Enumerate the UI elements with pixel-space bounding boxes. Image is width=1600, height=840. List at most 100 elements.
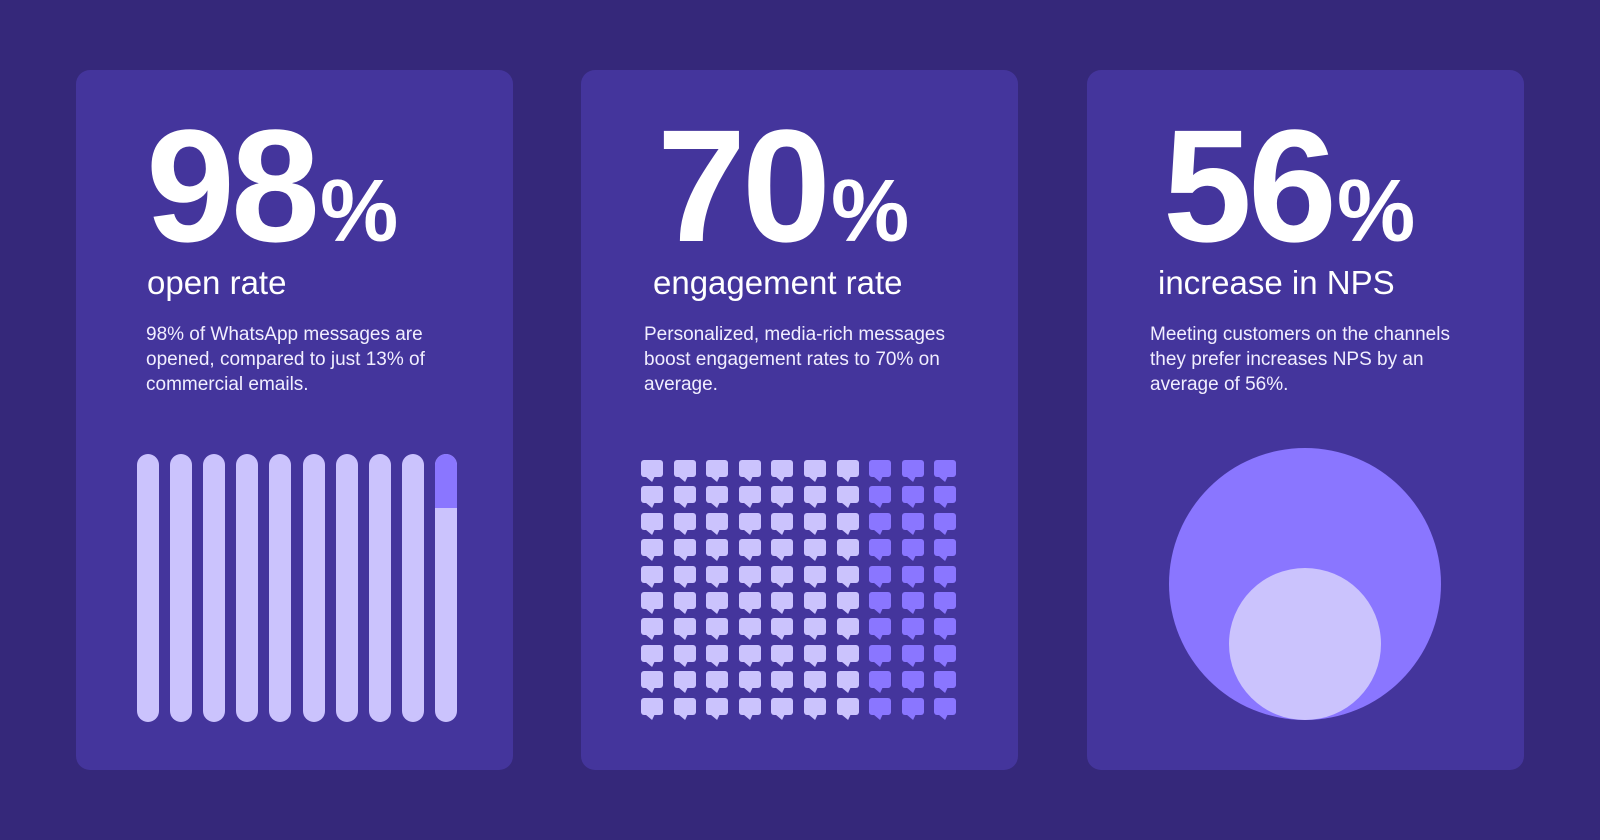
chat-bubble-icon xyxy=(901,539,924,557)
chat-bubble-icon xyxy=(673,697,696,715)
chat-bubble-icon xyxy=(836,592,859,609)
chat-bubble-icon xyxy=(738,644,761,662)
chat-bubble-icon xyxy=(771,644,794,662)
chat-bubble-icon xyxy=(804,512,826,530)
chat-bubble-icon xyxy=(934,644,957,662)
open-rate-bar-strips xyxy=(137,454,457,722)
stat-percent-sign: % xyxy=(319,161,399,260)
chat-bubble-icon xyxy=(869,618,892,636)
chat-bubble-icon xyxy=(901,671,924,689)
chat-bubble-icon xyxy=(836,644,859,662)
chat-bubble-icon xyxy=(901,592,924,609)
chat-bubble-icon xyxy=(901,512,924,530)
bar-strip xyxy=(269,454,292,722)
chat-bubble-icon xyxy=(641,460,663,477)
chat-bubble-icon xyxy=(738,539,761,557)
chat-bubble-icon xyxy=(706,592,729,609)
chat-bubble-icon xyxy=(706,539,729,557)
chat-bubble-icon xyxy=(641,565,663,583)
chat-bubble-icon xyxy=(771,565,794,583)
chat-bubble-icon xyxy=(836,697,859,715)
chat-bubble-icon xyxy=(869,671,892,689)
chat-bubble-icon xyxy=(869,592,892,609)
chat-bubble-icon xyxy=(869,565,892,583)
chat-bubble-icon xyxy=(706,618,729,636)
bar-strip xyxy=(236,454,259,722)
chat-bubble-icon xyxy=(738,592,761,609)
chat-bubble-icon xyxy=(706,460,729,477)
chat-bubble-icon xyxy=(901,697,924,715)
chat-bubble-icon xyxy=(706,486,729,504)
chat-bubble-icon xyxy=(934,539,957,557)
stat-card-open-rate: 98 % open rate 98% of WhatsApp messages … xyxy=(76,70,513,770)
chat-bubble-icon xyxy=(673,618,696,636)
chat-bubble-icon xyxy=(641,618,663,636)
chat-bubble-icon xyxy=(673,539,696,557)
chat-bubble-icon xyxy=(869,512,892,530)
chat-bubble-icon xyxy=(869,644,892,662)
chat-bubble-icon xyxy=(673,460,696,477)
bar-strip xyxy=(302,454,325,722)
chat-bubble-icon xyxy=(673,486,696,504)
stat-value: 56 % xyxy=(1163,106,1415,266)
bar-strip xyxy=(401,454,424,722)
chat-bubble-icon xyxy=(706,671,729,689)
stat-description: 98% of WhatsApp messages are opened, com… xyxy=(146,324,425,395)
chat-bubble-icon xyxy=(673,565,696,583)
bar-strip xyxy=(335,454,358,722)
stat-label: engagement rate xyxy=(653,264,903,301)
chat-bubble-icon xyxy=(934,512,957,530)
chat-bubble-icon xyxy=(901,618,924,636)
chat-bubble-icon xyxy=(869,697,892,715)
stat-value: 70 % xyxy=(657,106,909,266)
chat-bubble-icon xyxy=(706,512,729,530)
chat-bubble-icon xyxy=(934,592,957,609)
chat-bubble-icon xyxy=(901,644,924,662)
chat-bubble-icon xyxy=(641,512,663,530)
chat-bubble-icon xyxy=(901,486,924,504)
chat-bubble-icon xyxy=(804,618,826,636)
chat-bubble-icon xyxy=(836,486,859,504)
chat-bubble-icon xyxy=(738,671,761,689)
chat-bubble-icon xyxy=(804,644,826,662)
chat-bubble-icon xyxy=(706,644,729,662)
bar-strip xyxy=(435,454,457,722)
stat-card-nps-increase: 56 % increase in NPS Meeting customers o… xyxy=(1087,70,1524,770)
chat-bubble-icon xyxy=(771,618,794,636)
chat-bubble-icon xyxy=(804,565,826,583)
bar-strip xyxy=(203,454,226,722)
stat-description: Personalized, media-rich messages boost … xyxy=(644,324,945,395)
bar-strip xyxy=(368,454,391,722)
inner-circle xyxy=(1228,567,1382,720)
chat-bubble-icon xyxy=(673,671,696,689)
stat-value: 98 % xyxy=(146,106,398,266)
bar-strip xyxy=(137,454,159,722)
stat-card-engagement-rate: 70 % engagement rate Personalized, media… xyxy=(581,70,1018,770)
chat-bubble-icon xyxy=(641,697,663,715)
nps-nested-circles xyxy=(1169,448,1441,720)
chat-bubble-icon xyxy=(901,460,924,477)
chat-bubble-icon xyxy=(804,592,826,609)
chat-bubble-icon xyxy=(934,671,957,689)
chat-bubble-icon xyxy=(934,486,957,504)
chat-bubble-icon xyxy=(934,565,957,583)
chat-bubble-icon xyxy=(641,671,663,689)
chat-bubble-icon xyxy=(771,592,794,609)
bar-strip-unfilled xyxy=(435,454,457,508)
chat-bubble-icon xyxy=(771,486,794,504)
chat-bubble-icon xyxy=(738,697,761,715)
chat-bubble-icon xyxy=(836,539,859,557)
chat-bubble-icon xyxy=(706,697,729,715)
chat-bubble-icon xyxy=(804,539,826,557)
chat-bubble-icon xyxy=(706,565,729,583)
chat-bubble-icon xyxy=(738,486,761,504)
chat-bubble-icon xyxy=(738,512,761,530)
chat-bubble-icon xyxy=(771,512,794,530)
chat-bubble-icon xyxy=(836,512,859,530)
chat-bubble-icon xyxy=(869,460,892,477)
engagement-icon-grid xyxy=(641,460,961,725)
chat-bubble-icon xyxy=(771,539,794,557)
chat-bubble-icon xyxy=(738,618,761,636)
chat-bubble-icon xyxy=(901,565,924,583)
chat-bubble-icon xyxy=(738,565,761,583)
